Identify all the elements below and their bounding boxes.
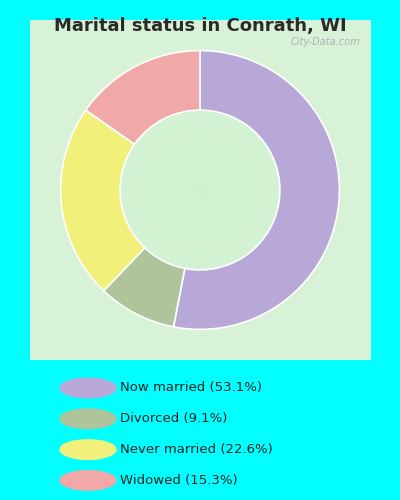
Text: Never married (22.6%): Never married (22.6%) (120, 443, 273, 456)
Text: City-Data.com: City-Data.com (290, 37, 360, 47)
Text: Widowed (15.3%): Widowed (15.3%) (120, 474, 238, 487)
Wedge shape (86, 50, 200, 144)
Wedge shape (104, 248, 185, 327)
Circle shape (60, 440, 116, 460)
Circle shape (60, 470, 116, 490)
Wedge shape (61, 110, 145, 291)
Wedge shape (174, 50, 339, 330)
Text: Divorced (9.1%): Divorced (9.1%) (120, 412, 227, 426)
Circle shape (60, 378, 116, 398)
Text: Marital status in Conrath, WI: Marital status in Conrath, WI (54, 18, 346, 36)
Text: Now married (53.1%): Now married (53.1%) (120, 382, 262, 394)
Circle shape (60, 409, 116, 428)
